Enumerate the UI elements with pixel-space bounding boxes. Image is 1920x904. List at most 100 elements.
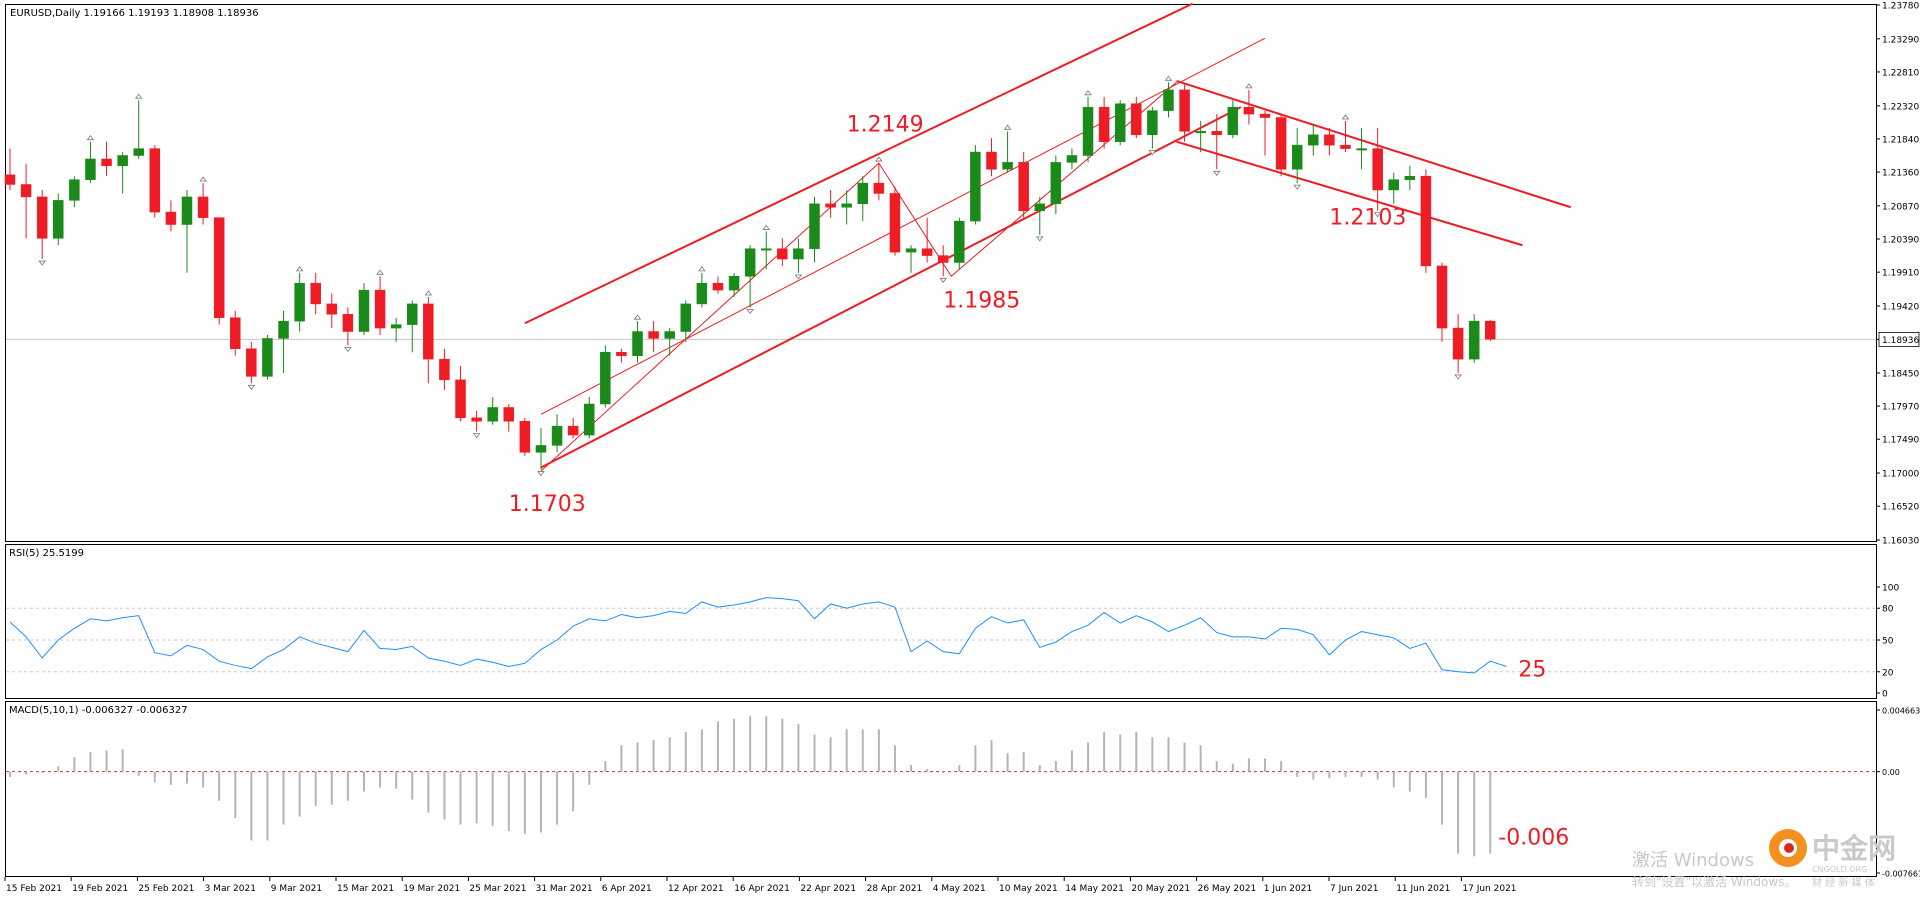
bear-candle — [342, 314, 354, 332]
bull-candle — [1404, 175, 1416, 180]
date-tick-label: 6 Apr 2021 — [602, 884, 652, 894]
fractal-down-icon — [1035, 236, 1044, 242]
fractal-down-icon — [472, 433, 481, 439]
date-tick-label: 20 May 2021 — [1131, 884, 1190, 894]
date-tick-label: 15 Mar 2021 — [337, 884, 394, 894]
price-annotation: 1.2149 — [847, 112, 924, 137]
bear-candle — [455, 379, 466, 419]
bear-candle — [1098, 106, 1110, 142]
bull-candle — [69, 179, 80, 201]
bull-candle — [1114, 103, 1126, 142]
cngold-logo-dot-icon — [1784, 843, 1794, 853]
fractal-down-icon — [38, 260, 46, 266]
fractal-up-icon — [134, 93, 143, 99]
date-tick-label: 22 Apr 2021 — [800, 884, 856, 894]
fractal-up-icon — [295, 266, 304, 272]
bull-candle — [583, 403, 595, 436]
date-tick-label: 19 Mar 2021 — [403, 884, 460, 894]
fractal-up-icon — [1245, 83, 1253, 89]
bull-candle — [1468, 320, 1480, 360]
price-tick-label: 1.18450 — [1882, 369, 1919, 379]
macd-value-annotation: -0.006 — [1498, 825, 1569, 850]
bull-candle — [358, 289, 370, 332]
bull-candle — [294, 282, 305, 322]
bear-candle — [1211, 131, 1222, 136]
bear-candle — [1275, 117, 1287, 170]
bear-candle — [165, 211, 177, 225]
bear-candle — [246, 348, 257, 377]
price-tick-label: 1.21840 — [1882, 135, 1919, 145]
bear-candle — [1436, 265, 1448, 329]
date-tick-label: 25 Feb 2021 — [138, 884, 194, 894]
fractal-up-icon — [633, 314, 642, 320]
bull-candle — [407, 303, 418, 325]
bear-candle — [326, 303, 338, 315]
bull-candle — [793, 248, 804, 260]
macd-tick-label: 0.00 — [1882, 768, 1900, 777]
bear-candle — [777, 248, 788, 260]
rsi-tick-label: 50 — [1882, 637, 1894, 647]
price-annotation: 1.1985 — [943, 288, 1020, 313]
price-tick-label: 1.17970 — [1882, 403, 1919, 413]
fractal-up-icon — [1084, 90, 1092, 96]
fractal-down-icon — [344, 346, 352, 352]
macd-tick-label: -0.007661 — [1882, 870, 1920, 879]
fractal-down-icon — [1454, 374, 1462, 380]
bull-candle — [1002, 162, 1013, 170]
bull-candle — [278, 320, 289, 339]
bull-candle — [390, 324, 402, 329]
bull-candle — [857, 182, 869, 205]
bull-candle — [728, 276, 740, 291]
date-tick-label: 16 Apr 2021 — [734, 884, 790, 894]
bear-candle — [101, 158, 112, 167]
price-pane-border — [5, 4, 1877, 542]
bull-candle — [1163, 89, 1174, 111]
bull-candle — [970, 151, 981, 222]
fractal-up-icon — [86, 135, 95, 141]
bull-candle — [841, 203, 852, 208]
rsi-tick-label: 20 — [1882, 668, 1894, 678]
fractal-down-icon — [247, 384, 256, 390]
axis-labels: 1.23780 1.23290 1.22810 1.22320 1.21840 1.213… — [4, 2, 1920, 894]
bear-candle — [230, 317, 241, 350]
bull-candle — [1227, 106, 1239, 136]
bear-candle — [471, 417, 482, 422]
date-tick-label: 26 May 2021 — [1198, 884, 1257, 894]
bull-candle — [262, 338, 273, 377]
price-tick-label: 1.22810 — [1882, 68, 1919, 78]
bear-candle — [1485, 320, 1496, 340]
bull-candle — [1082, 106, 1094, 156]
date-tick-label: 9 Mar 2021 — [271, 884, 322, 894]
bear-candle — [889, 193, 901, 253]
fractal-down-icon — [1148, 150, 1157, 156]
date-tick-label: 7 Jun 2021 — [1330, 884, 1378, 894]
bear-candle — [423, 303, 434, 360]
macd-pane-border — [5, 701, 1877, 877]
price-annotation: 1.2103 — [1329, 206, 1406, 231]
price-tick-label: 1.23290 — [1882, 35, 1919, 45]
bull-candle — [1195, 131, 1206, 134]
bear-candle — [503, 407, 515, 422]
bear-candle — [1131, 103, 1142, 136]
bear-candle — [1259, 113, 1271, 118]
date-tick-label: 1 Jun 2021 — [1264, 884, 1312, 894]
rsi-header: RSI(5) 25.5199 — [9, 548, 84, 559]
bull-candle — [117, 155, 128, 167]
rsi-tick-label: 0 — [1882, 690, 1888, 700]
bear-candle — [149, 148, 161, 213]
bull-candle — [1356, 148, 1367, 151]
bull-candle — [1291, 144, 1303, 170]
rsi-tick-label: 100 — [1882, 584, 1899, 594]
bear-candle — [439, 358, 450, 381]
bull-candle — [632, 331, 643, 356]
bull-candle — [487, 407, 498, 422]
current-price-box — [1878, 331, 1920, 347]
activate-windows-text: 激活 Windows — [1632, 850, 1754, 871]
symbol-header: EURUSD,Daily 1.19166 1.19193 1.18908 1.1… — [10, 8, 259, 19]
rsi-pane-border — [5, 544, 1877, 699]
bear-candle — [616, 351, 627, 356]
bear-candle — [937, 255, 949, 263]
zigzag-line — [540, 81, 1177, 472]
